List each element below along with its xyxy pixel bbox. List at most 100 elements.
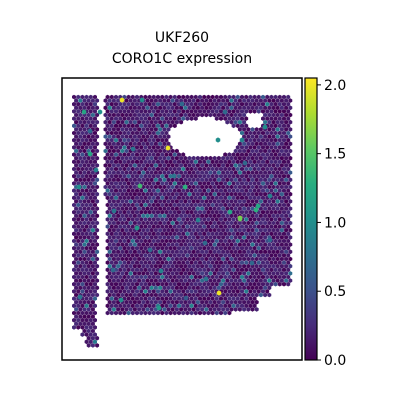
spot — [195, 271, 200, 276]
spot — [246, 206, 251, 211]
spot — [135, 289, 139, 294]
spot — [244, 166, 249, 172]
spot — [139, 267, 144, 273]
spot — [263, 184, 268, 190]
spot — [286, 130, 291, 136]
spot — [273, 159, 278, 165]
spot — [118, 231, 123, 237]
spot — [185, 267, 190, 273]
colorbar-gradient — [305, 78, 317, 360]
spot — [153, 170, 158, 175]
spot — [254, 177, 259, 183]
spot — [275, 191, 280, 197]
spot — [193, 274, 198, 280]
spot — [120, 278, 125, 283]
spot — [78, 249, 83, 255]
spot — [132, 163, 137, 168]
spot — [200, 278, 205, 283]
spot — [128, 119, 133, 125]
spot — [95, 249, 100, 255]
spot — [191, 206, 196, 211]
spot — [193, 303, 198, 309]
spot — [151, 109, 156, 114]
spot — [282, 202, 286, 208]
spot — [187, 177, 192, 183]
spot — [216, 199, 221, 204]
spot-highlight — [203, 276, 209, 282]
spot — [122, 281, 127, 287]
spot — [120, 148, 125, 154]
spot — [166, 227, 171, 233]
spot — [225, 119, 230, 125]
spot — [286, 166, 291, 172]
spot — [95, 343, 100, 348]
spot — [172, 253, 177, 258]
spot — [158, 155, 163, 161]
spot — [160, 274, 165, 280]
colorbar-tick-label: 2.0 — [324, 78, 346, 94]
spot — [254, 220, 259, 226]
spot — [244, 195, 249, 201]
spot — [145, 199, 150, 204]
spot — [88, 281, 93, 287]
spot — [288, 206, 293, 211]
spot — [177, 166, 181, 172]
spot — [135, 209, 139, 215]
spot — [198, 209, 202, 215]
spot — [223, 195, 228, 201]
spot — [164, 159, 169, 165]
spot — [114, 130, 118, 136]
spot — [284, 105, 289, 111]
spot — [246, 299, 251, 305]
spot — [237, 163, 242, 168]
spot — [90, 155, 95, 161]
spot — [254, 213, 259, 219]
spot — [181, 281, 186, 287]
spot — [88, 123, 93, 129]
spot — [145, 184, 150, 190]
spot — [282, 145, 286, 150]
spot — [105, 130, 110, 136]
spot — [227, 101, 232, 107]
spot — [187, 256, 192, 262]
spot — [275, 141, 280, 147]
spot — [275, 134, 280, 139]
spot — [162, 271, 167, 276]
spot — [116, 227, 121, 233]
spot — [158, 292, 163, 298]
spot — [172, 209, 177, 215]
spot-highlight — [182, 184, 188, 190]
spot-highlight — [87, 128, 93, 134]
spot — [275, 278, 280, 283]
chart-title-line-1: UKF260 — [155, 30, 209, 46]
spot — [93, 217, 97, 222]
spot — [210, 238, 215, 244]
spot — [84, 281, 89, 287]
spot — [250, 227, 255, 233]
spot-highlight — [147, 247, 153, 253]
spot — [156, 274, 160, 280]
spot — [288, 170, 293, 175]
spot — [162, 184, 167, 190]
spot — [233, 105, 238, 111]
spot — [124, 191, 129, 197]
spot — [271, 199, 276, 204]
spot — [72, 101, 76, 107]
spot — [271, 155, 276, 161]
spot — [128, 242, 133, 247]
spot — [193, 173, 198, 179]
spot — [195, 263, 200, 269]
spot — [72, 281, 76, 287]
spot — [137, 249, 142, 255]
spot — [105, 152, 110, 157]
spot — [126, 145, 131, 150]
spot — [256, 289, 261, 294]
spot — [202, 267, 207, 273]
spot — [214, 296, 219, 301]
spot — [107, 206, 112, 211]
spot — [242, 199, 247, 204]
spot — [288, 105, 293, 111]
spot — [143, 253, 148, 258]
spot — [164, 224, 169, 229]
spot — [90, 299, 95, 305]
